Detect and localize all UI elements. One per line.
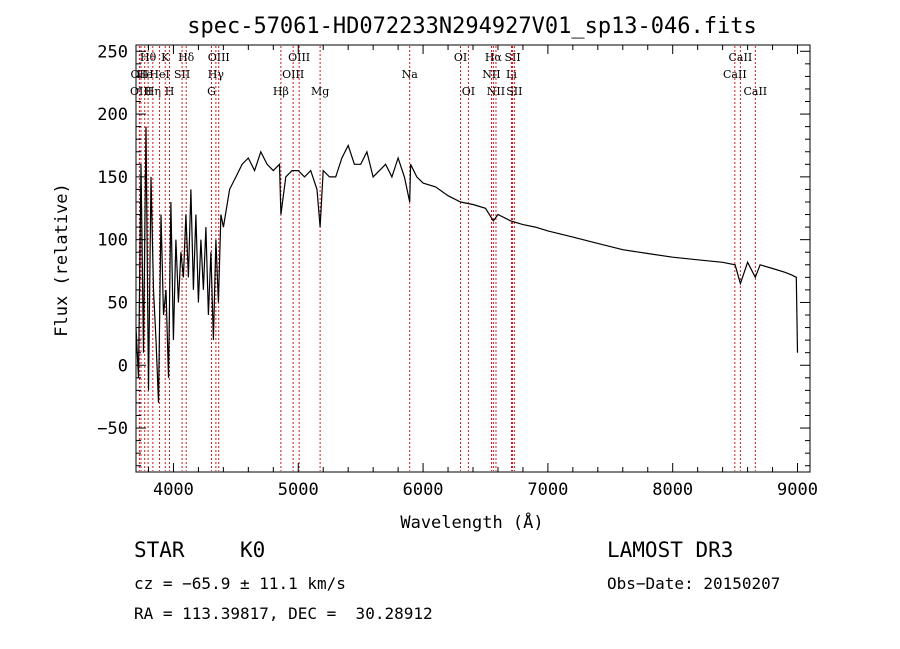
x-tick-label: 7000: [527, 480, 568, 500]
x-tick-label: 6000: [403, 480, 444, 500]
spectral-line-label: CaII: [743, 85, 767, 98]
x-tick-label: 8000: [652, 480, 693, 500]
y-tick-label: 150: [97, 168, 128, 188]
spectral-line-label: K: [161, 51, 170, 64]
x-axis-ticks: 4000 5000 6000 7000 8000 9000: [147, 45, 818, 500]
flux-series-line: [135, 126, 799, 403]
spectral-line-label: G: [207, 85, 216, 98]
spectral-line-label: HeI: [149, 68, 169, 81]
spectral-line-label: Hγ: [208, 68, 225, 81]
spectral-line-label: OII: [131, 68, 149, 81]
ra-dec-coordinates: RA = 113.39817, DEC = 30.28912: [134, 604, 433, 623]
spectral-line-label: Hθ: [140, 51, 157, 64]
x-axis-label: Wavelength (Å): [400, 511, 543, 533]
plot-frame: [135, 44, 811, 473]
spectral-line-label: CaII: [723, 68, 747, 81]
spectral-line-label: SII: [504, 51, 520, 64]
y-tick-label: 100: [97, 231, 128, 251]
spectral-line-label: OIII: [208, 51, 230, 64]
spectral-line-label: Li: [506, 68, 517, 81]
spectral-line-label: Mg: [311, 85, 329, 98]
y-tick-label: 50: [108, 293, 128, 313]
spectral-line-label: OIII: [282, 68, 304, 81]
y-axis-ticks: −50 0 50 100 150 200 250: [97, 42, 810, 467]
spectral-line-label: H: [165, 85, 175, 98]
spectral-line-label: He: [137, 68, 153, 81]
spectral-line-markers: Hθ OII OIII He Hη K HeI SII H Hδ OIII Hγ G OIII OIII Hβ…: [130, 46, 767, 471]
y-axis-label: Flux (relative): [52, 183, 72, 337]
x-tick-label: 9000: [777, 480, 818, 500]
spectral-line-label: Hα: [485, 51, 503, 64]
spectral-line-label: SII: [506, 85, 522, 98]
x-tick-label: 4000: [153, 480, 194, 500]
spectral-line-label: NII: [482, 68, 500, 81]
spectral-line-label: SII: [174, 68, 190, 81]
spectral-line-label: OIII: [130, 85, 152, 98]
chart-title: spec-57061-HD072233N294927V01_sp13-046.f…: [187, 14, 757, 39]
spectral-line-label: OIII: [288, 51, 310, 64]
survey-name: LAMOST DR3: [607, 538, 734, 562]
spectral-line-label: Hη: [145, 85, 161, 98]
object-subclass: K0: [240, 538, 266, 562]
x-tick-label: 5000: [278, 480, 319, 500]
spectral-line-label: OI: [454, 51, 467, 64]
y-tick-label: −50: [97, 419, 128, 439]
object-class: STAR: [134, 538, 185, 562]
spectral-line-label: NII: [487, 85, 505, 98]
spectral-line-label: Na: [402, 68, 419, 81]
spectral-line-label: CaII: [729, 51, 753, 64]
observation-date: Obs−Date: 20150207: [607, 574, 781, 593]
spectral-line-label: Hβ: [273, 85, 289, 98]
y-tick-label: 200: [97, 105, 128, 125]
y-tick-label: 0: [118, 356, 128, 376]
redshift-cz: cz = −65.9 ± 11.1 km/s: [134, 574, 346, 593]
spectral-line-label: OI: [462, 85, 475, 98]
spectral-line-label: Hδ: [178, 51, 195, 64]
y-tick-label: 250: [97, 42, 128, 62]
